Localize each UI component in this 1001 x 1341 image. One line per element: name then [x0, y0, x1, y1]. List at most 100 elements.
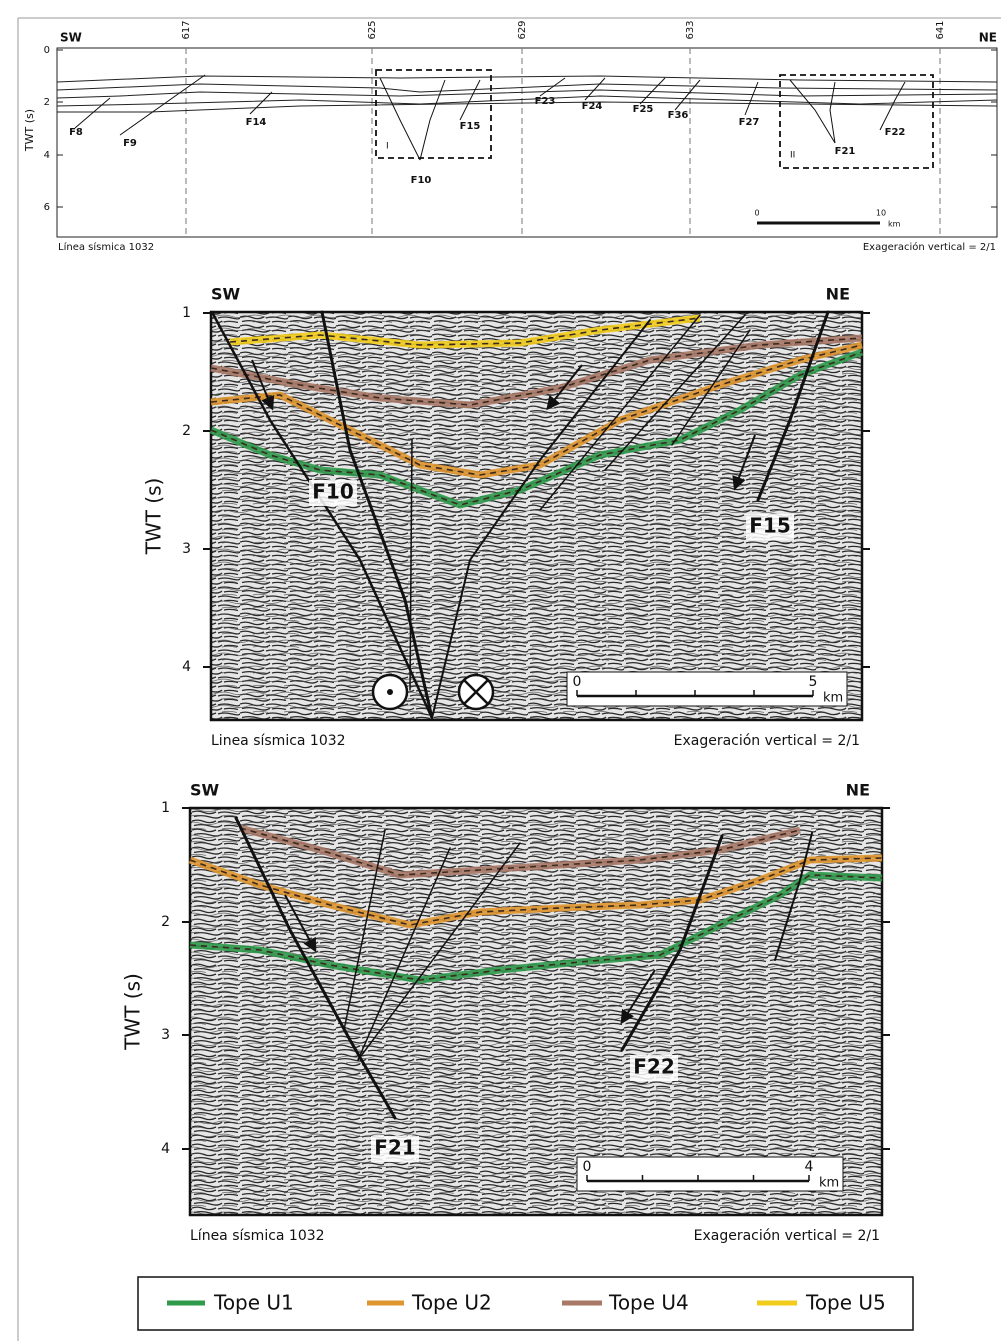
- slip-arrow: [251, 359, 275, 411]
- fault-label: F24: [582, 101, 603, 112]
- fault: [74, 97, 111, 129]
- direction-label: NE: [846, 781, 870, 800]
- fault: [604, 314, 746, 471]
- y-tick-label: 2: [44, 97, 50, 108]
- fault: [756, 310, 830, 502]
- scale-box: [566, 671, 848, 707]
- fault-label-bg: [371, 1136, 419, 1162]
- fault-label: F21: [374, 1136, 416, 1160]
- fault: [639, 77, 666, 105]
- horizon-3-dash: [229, 317, 701, 346]
- fault: [431, 319, 651, 719]
- exaggeration-label: Exageración vertical = 2/1: [863, 241, 996, 253]
- strike-slip-out-dot: [387, 689, 393, 695]
- box-label: II: [790, 151, 795, 161]
- scale-unit: km: [823, 691, 843, 706]
- slip-arrow: [546, 364, 583, 411]
- horizon: [56, 83, 998, 93]
- y-tick-label: 2: [161, 914, 170, 930]
- horizon: [56, 75, 998, 83]
- fault: [620, 834, 724, 1052]
- y-tick-label: 4: [182, 659, 191, 675]
- y-tick-label: 0: [44, 45, 50, 56]
- line-label: Línea sísmica 1032: [190, 1228, 325, 1244]
- fault-label: F14: [246, 117, 267, 128]
- fault-label: F23: [535, 96, 556, 107]
- detail-box: [375, 69, 492, 159]
- fault: [409, 439, 413, 691]
- fault: [379, 77, 421, 161]
- fault-label: F10: [411, 175, 432, 186]
- fault: [539, 77, 566, 97]
- fault-label: F22: [633, 1055, 675, 1079]
- fault-label: F15: [460, 121, 481, 132]
- fault: [459, 79, 481, 121]
- scale-label: 10: [876, 209, 886, 218]
- y-axis-label: TWT (s): [121, 973, 145, 1051]
- legend-label: Tope U2: [411, 1291, 492, 1315]
- fault: [774, 832, 813, 961]
- fault: [744, 81, 759, 116]
- fault: [829, 81, 836, 144]
- y-tick-label: 3: [182, 541, 191, 557]
- horizon-1-dash: [189, 857, 883, 926]
- exaggeration-label: Exageración vertical = 2/1: [674, 733, 860, 749]
- shotpoint-label: 617: [181, 20, 192, 39]
- direction-label: SW: [211, 285, 241, 304]
- legend-label: Tope U5: [805, 1291, 886, 1315]
- horizon-1-dash: [210, 344, 863, 476]
- fault-label: F10: [312, 480, 354, 504]
- legend-label: Tope U4: [608, 1291, 689, 1315]
- fault: [357, 847, 451, 1061]
- shotpoint-label: 625: [367, 20, 378, 39]
- fault-label: F22: [885, 127, 906, 138]
- fault: [343, 829, 386, 1031]
- fault: [539, 314, 701, 511]
- scale-unit: km: [819, 1176, 839, 1191]
- line-label: Línea sísmica 1032: [58, 241, 154, 253]
- y-tick-label: 3: [161, 1027, 170, 1043]
- legend-label: Tope U1: [213, 1291, 294, 1315]
- strike-slip-in-cross: [463, 679, 489, 705]
- y-tick-label: 4: [161, 1141, 170, 1157]
- fault-label: F36: [668, 110, 689, 121]
- fault-label: F15: [749, 514, 791, 538]
- panel-a-frame: [56, 47, 998, 238]
- horizon: [56, 89, 998, 99]
- y-tick-label: 4: [44, 150, 50, 161]
- horizon: [57, 101, 998, 113]
- scale-label: 0: [754, 209, 759, 218]
- direction-label: SW: [190, 781, 220, 800]
- horizon-0-dash: [189, 874, 883, 981]
- slip-arrow: [284, 894, 317, 953]
- y-axis-label: TWT (s): [23, 109, 36, 152]
- y-axis-label: TWT (s): [142, 478, 166, 556]
- shotpoint-label: 641: [935, 20, 946, 39]
- fault-label: F8: [69, 127, 83, 138]
- fault-label-bg: [630, 1055, 678, 1081]
- fault-label: F9: [123, 138, 137, 149]
- y-tick-label: 1: [161, 800, 170, 816]
- fault: [419, 79, 446, 161]
- fault: [320, 310, 434, 720]
- fault: [674, 79, 701, 111]
- fault-label-bg: [309, 480, 357, 506]
- fault-label: F21: [835, 146, 856, 157]
- slip-arrow: [732, 434, 756, 491]
- fault: [234, 816, 397, 1120]
- shotpoint-label: 629: [517, 20, 528, 39]
- fault-label: F25: [633, 104, 654, 115]
- scale-label: 0: [573, 674, 582, 690]
- horizon-2-dash: [210, 337, 863, 406]
- exaggeration-label: Exageración vertical = 2/1: [694, 1228, 880, 1244]
- scale-label: 5: [809, 674, 818, 690]
- fault-label: F27: [739, 117, 760, 128]
- y-tick-label: 2: [182, 423, 191, 439]
- scale-unit: km: [888, 220, 901, 229]
- direction-label: SW: [60, 31, 82, 45]
- y-tick-label: 1: [182, 305, 191, 321]
- scale-label: 4: [805, 1159, 814, 1175]
- slip-arrow: [620, 969, 656, 1025]
